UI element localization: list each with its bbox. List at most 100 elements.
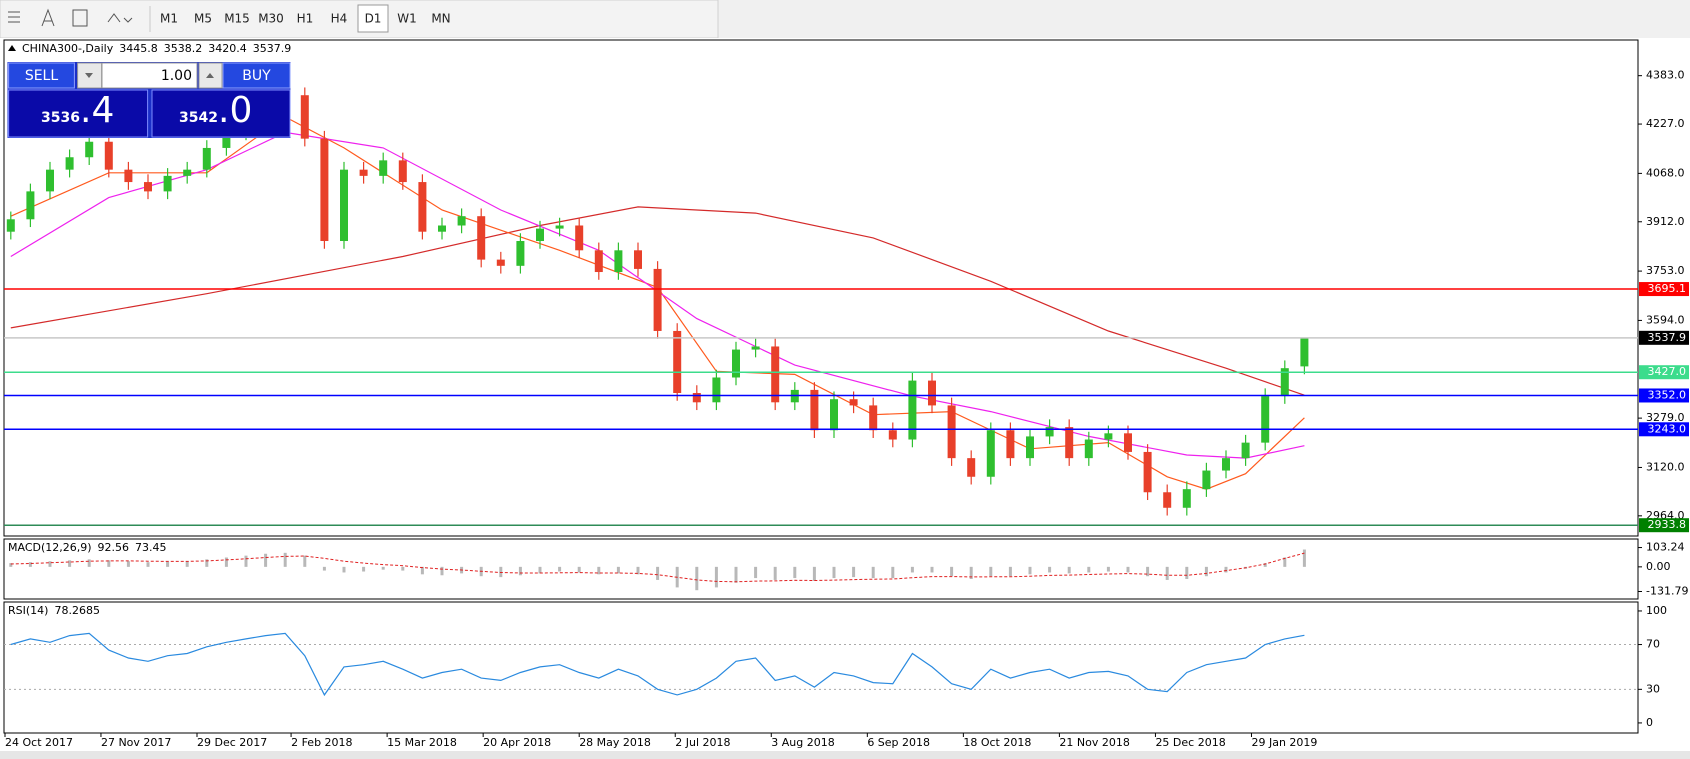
timeframe-button[interactable]: M15 [224, 12, 250, 26]
panel-title: RSI(14) [8, 604, 48, 617]
timeframe-button[interactable]: M1 [160, 12, 178, 26]
candle-body [144, 182, 152, 192]
candle-body [1084, 439, 1093, 459]
sell-label: SELL [25, 68, 59, 84]
ask-box[interactable] [151, 89, 291, 138]
sell-button[interactable] [8, 62, 75, 89]
candle-body [496, 259, 505, 266]
price-level-box [1639, 518, 1689, 533]
volume-field[interactable] [101, 62, 198, 89]
candle-body [1222, 458, 1230, 471]
y-tick-label: 3753.0 [1646, 264, 1685, 277]
candle-body [536, 228, 544, 242]
candle-body [6, 219, 15, 232]
header-value: 73.45 [135, 541, 167, 554]
timeframe-button[interactable]: M5 [194, 12, 212, 26]
y-tick-label: 3120.0 [1646, 460, 1685, 473]
trade-panel: SELL 1.00 BUY 3536 .4 3542 .0 [7, 62, 291, 138]
candle-body [104, 141, 113, 170]
candle-body [438, 225, 446, 232]
candle-body [124, 169, 133, 183]
timeframe-button[interactable]: H1 [297, 12, 314, 26]
panel-title: MACD(12,26,9) [8, 541, 92, 554]
candle-body [692, 393, 701, 403]
timeframe-button[interactable]: M30 [258, 12, 284, 26]
candle-body [1163, 492, 1172, 508]
candle-body [1300, 337, 1309, 367]
macd-signal [10, 552, 1305, 583]
header-value: 3445.8 [119, 42, 158, 55]
buy-button[interactable] [222, 62, 291, 89]
x-tick-label: 15 Mar 2018 [387, 736, 457, 749]
candle-body [1202, 470, 1211, 490]
x-tick-label: 28 May 2018 [579, 736, 651, 749]
candle-body [830, 399, 838, 431]
timeframe-button[interactable]: MN [431, 12, 450, 26]
y-tick-label: 100 [1646, 604, 1667, 617]
candle-body [516, 241, 525, 266]
moving-average [10, 131, 1305, 459]
panel-frame [3, 601, 1639, 734]
candle-body [300, 95, 309, 139]
volume: 1.00 [161, 68, 192, 84]
panel-header: RSI(14) 78.2685 [8, 604, 100, 617]
price-level-box [1639, 282, 1689, 297]
arrow-up [206, 73, 214, 78]
candle-body [634, 250, 642, 269]
timeframe-button[interactable]: H4 [331, 12, 348, 26]
candle-body [1045, 427, 1054, 437]
timeframe-button[interactable]: D1 [365, 12, 382, 26]
candle-body [967, 458, 976, 477]
candle-body [320, 138, 329, 242]
candle-body [673, 330, 682, 394]
panel-title: CHINA300-,Daily [22, 42, 114, 55]
icon-lines [8, 11, 20, 23]
candle-body [928, 380, 936, 406]
price-level-label: 3695.1 [1648, 282, 1687, 295]
bid-box[interactable] [8, 89, 149, 138]
candle-body [418, 182, 427, 232]
ask-fraction: .0 [218, 90, 252, 131]
candle-body [340, 169, 348, 242]
y-tick-label: 3912.0 [1646, 215, 1685, 228]
x-tick-label: 3 Aug 2018 [771, 736, 834, 749]
timeframe-button[interactable]: W1 [397, 12, 417, 26]
candle-body [359, 169, 368, 176]
y-tick-label: 0 [1646, 716, 1653, 729]
candle-body [183, 169, 192, 176]
selected-timeframe [357, 4, 389, 33]
candle-body [1280, 368, 1289, 397]
price-level-box [1639, 388, 1689, 403]
bid-fraction: .4 [80, 90, 114, 131]
collapse-arrow [8, 45, 16, 51]
candle-body [1143, 451, 1152, 493]
x-tick-label: 20 Apr 2018 [483, 736, 551, 749]
panel-frame [3, 538, 1639, 600]
y-tick-label: 4383.0 [1646, 69, 1685, 82]
candle-body [712, 377, 721, 403]
y-tick-label: 0.00 [1646, 560, 1671, 573]
price-level-label: 3537.9 [1648, 331, 1687, 344]
icon-text [41, 8, 55, 27]
candle-body [947, 405, 956, 459]
x-tick-label: 18 Oct 2018 [963, 736, 1031, 749]
candle-body [85, 141, 94, 158]
x-tick-label: 2 Feb 2018 [291, 736, 352, 749]
header-value: 3537.9 [253, 42, 292, 55]
arrow-down [85, 73, 93, 78]
candle-body [614, 250, 623, 273]
candle-body [222, 132, 231, 148]
panel-header: MACD(12,26,9) 92.56 73.45 [8, 541, 167, 554]
toolbar-icons [8, 6, 151, 32]
header-value: 3538.2 [164, 42, 203, 55]
price-level-box [1639, 365, 1689, 380]
y-tick-label: 3279.0 [1646, 411, 1685, 424]
x-tick-label: 21 Nov 2018 [1059, 736, 1129, 749]
y-tick-label: -131.79 [1646, 584, 1688, 597]
x-tick-label: 24 Oct 2017 [5, 736, 73, 749]
y-tick-label: 3594.0 [1646, 313, 1685, 326]
candle-body [888, 430, 897, 440]
scrollbar[interactable] [0, 751, 1690, 759]
panel-header: CHINA300-,Daily 3445.8 3538.2 3420.4 3537.9 [22, 42, 291, 55]
